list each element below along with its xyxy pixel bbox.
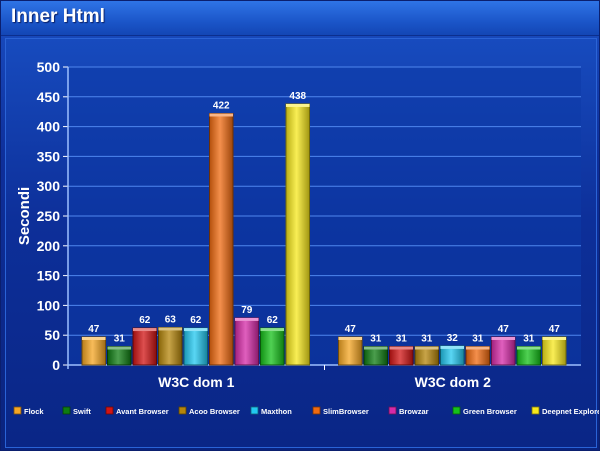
bar-browzar [234,317,259,366]
bar-top [107,346,131,350]
bar-slimbrowser [209,112,234,366]
y-tick-label: 100 [37,297,61,313]
bar-top [440,345,464,349]
legend-swatch [62,406,71,415]
legend-swatch [531,406,540,415]
y-axis-label: Secondi [16,187,33,245]
bar-top [260,328,284,332]
y-tick-label: 150 [37,268,61,284]
data-label: 31 [421,334,433,345]
y-tick-label: 400 [37,119,61,135]
data-label: 79 [241,305,253,316]
data-label: 31 [396,334,408,345]
data-label: 31 [472,334,484,345]
bar-avant-browser [132,327,157,366]
data-label: 47 [345,324,357,335]
legend-swatch [388,406,397,415]
y-tick-label: 450 [37,89,61,105]
data-label: 31 [370,334,382,345]
bar-top [286,103,310,107]
y-tick-label: 250 [37,208,61,224]
data-label: 63 [165,314,177,325]
y-tick-label: 300 [37,178,61,194]
data-label: 31 [114,334,126,345]
x-tick-label: W3C dom 1 [158,374,234,390]
legend-entry: Avant Browser [116,407,169,416]
legend-swatch [105,406,114,415]
data-label: 47 [88,324,100,335]
data-label: 438 [289,91,306,102]
legend-entry: Deepnet Explorer [542,407,599,416]
bar-green-browser [260,327,285,366]
legend-swatch [312,406,321,415]
bar-top [82,336,106,340]
bar-top [364,346,388,350]
bar-top [158,327,182,331]
data-label: 62 [190,315,202,326]
bar-top [542,336,566,340]
title-bar: Inner Html [1,1,599,36]
legend-entry: SlimBrowser [323,407,369,416]
bar-top [491,336,515,340]
legend-swatch [13,406,22,415]
bar-top [338,336,362,340]
legend-entry: Maxthon [261,407,292,416]
data-label: 422 [213,100,230,111]
legend-entry: Green Browser [463,407,517,416]
y-tick-label: 500 [37,59,61,75]
bar-top [235,317,259,321]
x-tick-label: W3C dom 2 [415,374,491,390]
legend-entry: Acoo Browser [189,407,240,416]
bar-top [184,328,208,332]
data-label: 32 [447,333,459,344]
legend-entry: Flock [24,407,44,416]
legend-swatch [178,406,187,415]
bar-flock [81,336,106,366]
data-label: 47 [549,324,561,335]
data-label: 31 [523,334,535,345]
bar-top [517,346,541,350]
bar-top [389,346,413,350]
legend-entry: Browzar [399,407,429,416]
bar-top [133,328,157,332]
bar-deepnet-explorer [285,103,310,366]
bar-deepnet-explorer [542,336,567,366]
y-tick-label: 200 [37,238,61,254]
y-tick-label: 350 [37,148,61,164]
chart-title: Inner Html [11,6,105,27]
y-tick-label: 50 [44,327,60,343]
y-tick-label: 0 [52,357,60,373]
bar-browzar [491,336,516,366]
legend-swatch [452,406,461,415]
bar-maxthon [183,327,208,366]
bar-top [209,113,233,117]
data-label: 62 [139,315,151,326]
legend-swatch [250,406,259,415]
data-label: 62 [267,315,279,326]
bar-top [415,346,439,350]
bar-top [466,346,490,350]
data-label: 47 [498,324,510,335]
bar-flock [338,336,363,366]
bar-acoo-browser [158,326,183,366]
legend-entry: Swift [73,407,91,416]
